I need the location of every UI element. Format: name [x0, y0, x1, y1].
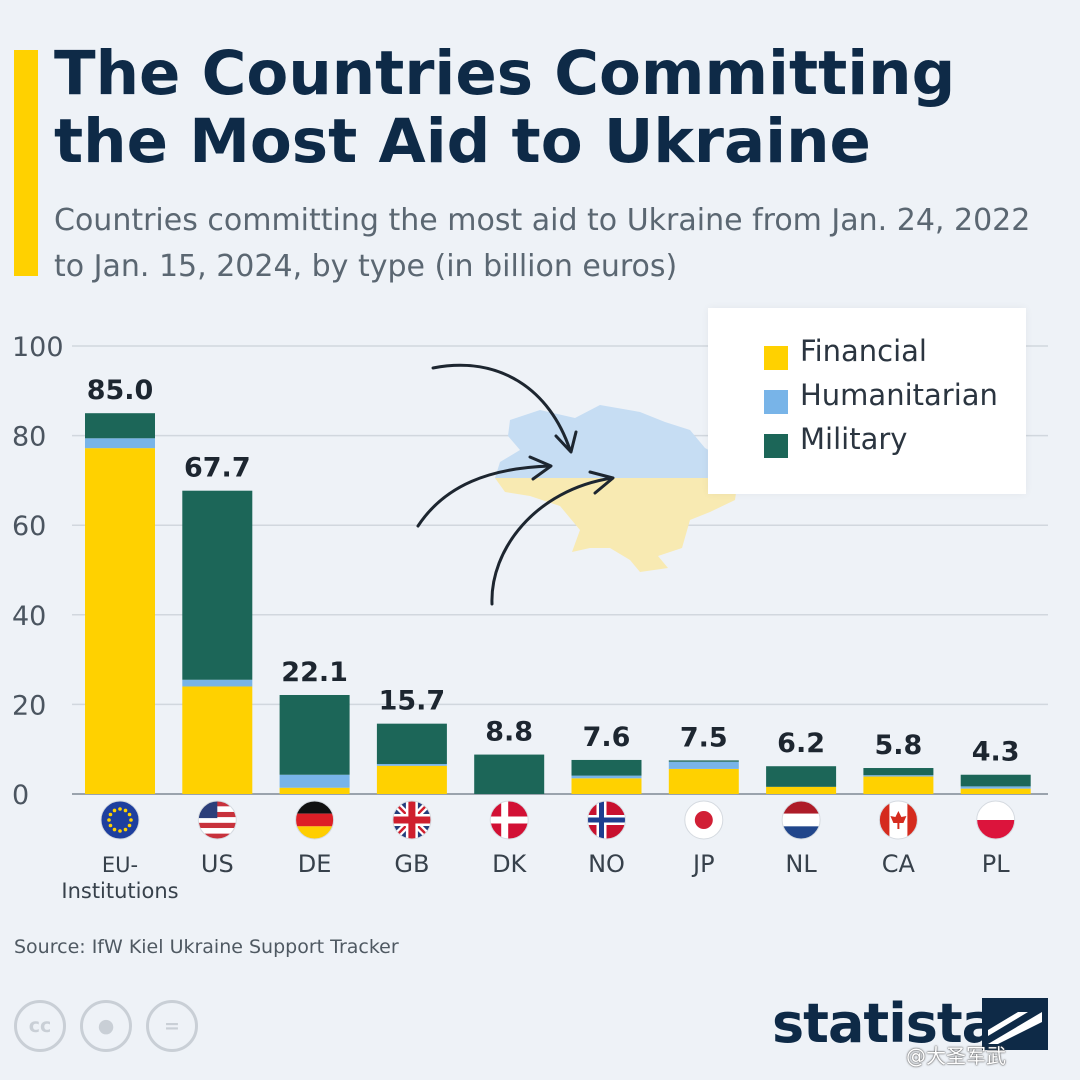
- bar-total-label: 85.0: [87, 375, 154, 406]
- arrow-top: [431, 363, 572, 452]
- ukraine-map-upper: [495, 405, 738, 478]
- ca-flag-icon: [878, 800, 918, 840]
- title-accent-bar: [14, 50, 38, 276]
- bar-segment-military-pl: [960, 774, 1031, 787]
- statista-logo-icon[interactable]: [982, 998, 1048, 1050]
- legend-label-military: Military: [800, 422, 908, 456]
- y-tick-label: 100: [12, 332, 64, 363]
- stacked-bar-chart: 0 20 40 60 80 100 85.0 EU-Institutions 67.7 US 22…: [12, 332, 1048, 903]
- ukraine-map-lower: [495, 478, 738, 572]
- bar-segment-military-nl: [766, 766, 837, 787]
- de-flag-icon: [295, 800, 335, 840]
- bar-total-label: 8.8: [485, 717, 533, 748]
- legend-swatch-military: [764, 434, 788, 458]
- aid-arrows: [416, 363, 615, 606]
- ukraine-map-illustration: [495, 405, 738, 572]
- x-tick-label: CA: [882, 850, 916, 878]
- bar-segment-humanitarian-pl: [960, 786, 1031, 789]
- bar-segment-military-us: [182, 490, 253, 680]
- bar-segment-financial-ca: [863, 776, 934, 794]
- arrow-bottom-head: [588, 470, 615, 495]
- bar-total-label: 22.1: [281, 657, 348, 688]
- bar-segment-humanitarian-no: [571, 775, 642, 779]
- bar-segment-financial-us: [182, 686, 253, 794]
- chart-legend: Financial Humanitarian Military: [708, 308, 1026, 494]
- bar-segment-humanitarian-us: [182, 679, 253, 687]
- y-tick-label: 60: [12, 511, 46, 542]
- bar-total-label: 15.7: [379, 686, 446, 717]
- bar-segment-military-no: [571, 759, 642, 776]
- us-flag-icon: [197, 800, 237, 840]
- attribution-icon[interactable]: ●: [80, 1000, 132, 1052]
- arrow-middle-head: [528, 455, 553, 481]
- weibo-watermark: @大圣军武: [906, 1044, 1006, 1068]
- eu-flag-icon: [100, 800, 140, 840]
- x-tick-label: PL: [982, 850, 1010, 878]
- no-flag-icon: [587, 800, 626, 840]
- x-tick-label: DK: [492, 850, 527, 878]
- x-tick-label: NL: [785, 850, 817, 878]
- bar-segment-financial-jp: [668, 768, 739, 794]
- bar-total-label: 7.6: [583, 722, 631, 753]
- dk-flag-icon: [489, 800, 529, 840]
- bar-segment-humanitarian-eu-institutions: [85, 438, 155, 449]
- source-note: Source: IfW Kiel Ukraine Support Tracker: [14, 936, 399, 958]
- nl-flag-icon: [781, 800, 821, 840]
- bar-segment-humanitarian-de: [279, 774, 350, 788]
- x-tick-label: US: [201, 850, 234, 878]
- x-tick-label: JP: [691, 850, 715, 878]
- bar-segment-financial-no: [571, 778, 642, 794]
- bar-total-label: 5.8: [874, 730, 922, 761]
- x-tick-label: DE: [298, 850, 332, 878]
- arrow-middle: [416, 464, 552, 528]
- legend-label-humanitarian: Humanitarian: [800, 378, 998, 412]
- x-tick-label: Institutions: [61, 879, 178, 903]
- bar-total-label: 67.7: [184, 453, 251, 484]
- bar-segment-financial-de: [279, 787, 350, 794]
- no-derivatives-icon[interactable]: =: [146, 1000, 198, 1052]
- bar-segment-military-de: [279, 694, 350, 775]
- x-tick-label: GB: [394, 850, 429, 878]
- x-tick-label: NO: [588, 850, 625, 878]
- bar-segment-financial-gb: [376, 765, 447, 794]
- bar-segment-military-jp: [668, 760, 739, 762]
- bar-segment-humanitarian-jp: [668, 761, 739, 769]
- x-tick-label: EU-: [102, 853, 138, 877]
- bar-segment-humanitarian-ca: [863, 775, 934, 777]
- bar-segment-military-ca: [863, 768, 934, 776]
- legend-label-financial: Financial: [800, 334, 927, 368]
- bar-segment-military-eu-institutions: [85, 413, 155, 439]
- bar-segment-military-gb: [376, 723, 447, 764]
- page-title: The Countries Committing the Most Aid to…: [54, 38, 956, 177]
- y-tick-label: 40: [12, 601, 46, 632]
- bar-segment-financial-eu-institutions: [85, 448, 155, 794]
- bar-segment-military-dk: [474, 754, 545, 794]
- y-tick-label: 80: [12, 422, 46, 453]
- jp-flag-icon: [684, 800, 724, 840]
- arrow-top-head: [554, 430, 578, 454]
- page-subtitle: Countries committing the most aid to Ukr…: [54, 203, 1031, 284]
- pl-flag-icon: [976, 800, 1016, 840]
- legend-swatch-humanitarian: [764, 390, 788, 414]
- bar-segment-financial-pl: [960, 788, 1031, 794]
- bar-segment-financial-nl: [766, 786, 837, 794]
- y-tick-label: 20: [12, 690, 46, 721]
- bar-total-label: 4.3: [972, 737, 1020, 768]
- y-tick-label: 0: [12, 780, 29, 811]
- gb-flag-icon: [392, 800, 432, 840]
- creative-commons-icon[interactable]: cc: [14, 1000, 66, 1052]
- statista-logo-text[interactable]: statista: [772, 992, 998, 1055]
- arrow-bottom: [490, 476, 614, 606]
- bar-total-label: 7.5: [680, 722, 728, 753]
- legend-swatch-financial: [764, 346, 788, 370]
- bar-total-label: 6.2: [777, 728, 825, 759]
- bar-segment-humanitarian-gb: [376, 763, 447, 766]
